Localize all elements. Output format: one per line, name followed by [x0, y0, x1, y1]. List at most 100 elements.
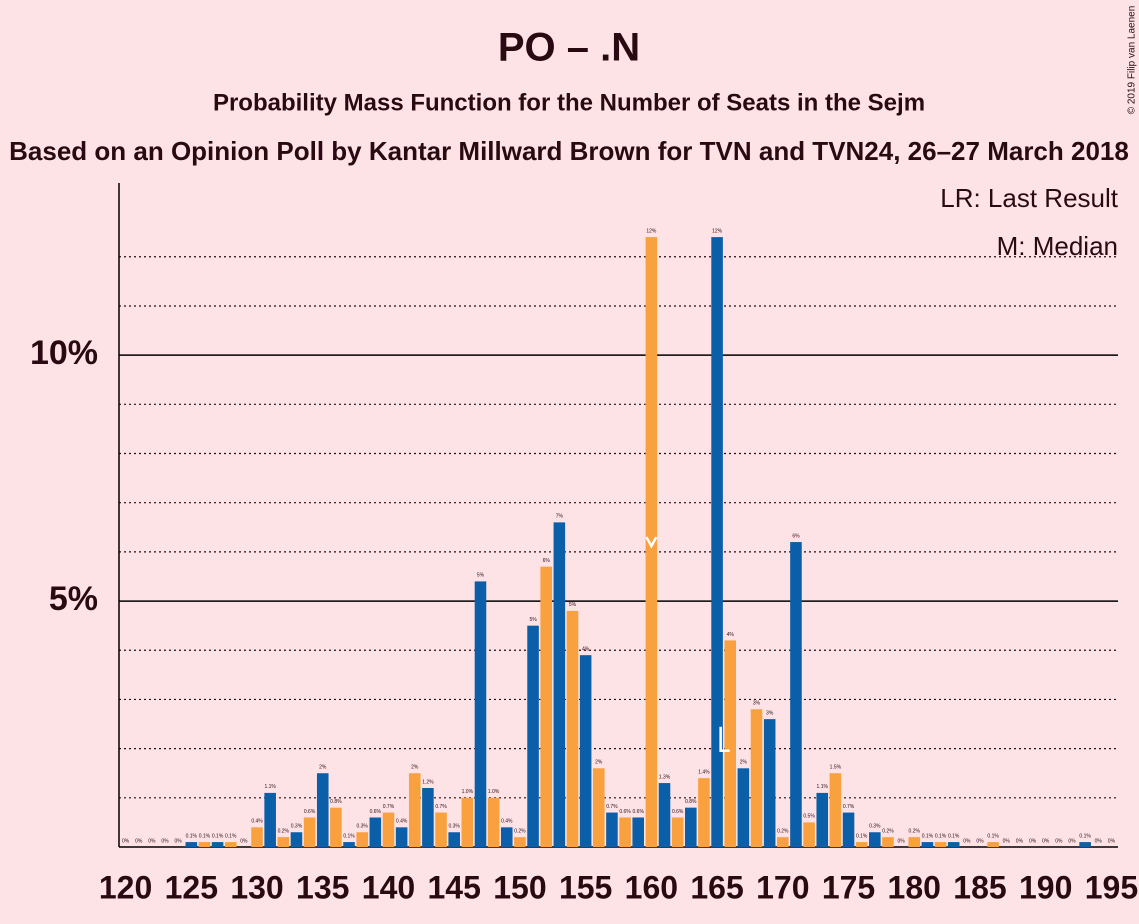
value-label: 7% [556, 514, 564, 520]
bar [290, 832, 303, 847]
value-label: 0.2% [777, 828, 789, 834]
x-tick-label: 170 [756, 869, 809, 905]
bar [540, 566, 552, 847]
x-tick-label: 165 [690, 869, 743, 905]
value-label: 0.4% [501, 819, 513, 825]
x-tick-label: 175 [822, 869, 875, 905]
value-label: 0% [161, 838, 169, 844]
value-label: 3% [766, 710, 774, 716]
copyright: © 2019 Filip van Laenen [1127, 6, 1138, 115]
value-label: 0.1% [199, 833, 211, 839]
x-tick-label: 160 [625, 869, 678, 905]
bar [698, 778, 710, 847]
value-label: 1.5% [830, 765, 842, 771]
bar [816, 792, 829, 847]
bar [855, 842, 868, 847]
value-label: 0.1% [343, 833, 355, 839]
value-label: 2% [411, 765, 419, 771]
value-label: 0.1% [922, 833, 934, 839]
bar [711, 237, 723, 847]
median-marker [645, 536, 658, 549]
bar [790, 542, 802, 847]
bar [750, 709, 763, 847]
chart-title: PO – .N [498, 26, 640, 70]
value-label: 0.6% [370, 809, 382, 815]
bar [448, 832, 460, 847]
value-label: 0.3% [356, 824, 368, 830]
value-label: 0.6% [672, 809, 684, 815]
value-label: 4% [582, 647, 590, 653]
value-label: 0.3% [291, 824, 303, 830]
value-label: 0% [897, 838, 905, 844]
value-label: 0% [1029, 838, 1037, 844]
value-label: 1.1% [264, 784, 276, 790]
legend-median: M: Median [997, 231, 1118, 261]
value-label: 4% [727, 632, 735, 638]
bar [500, 827, 513, 847]
bar [461, 797, 474, 847]
chart-subtitle: Probability Mass Function for the Number… [213, 89, 925, 116]
value-label: 5% [477, 573, 485, 579]
value-label: 0% [122, 838, 130, 844]
x-tick-label: 135 [296, 869, 349, 905]
x-tick-label: 185 [953, 869, 1006, 905]
value-label: 0.5% [803, 814, 815, 820]
value-label: 0% [1016, 838, 1024, 844]
value-label: 2% [319, 765, 327, 771]
bar [277, 837, 290, 847]
value-label: 0.1% [1079, 833, 1091, 839]
bar [330, 807, 342, 847]
x-tick-label: 145 [427, 869, 480, 905]
x-tick-label: 190 [1019, 869, 1072, 905]
bar [553, 522, 566, 847]
value-label: 0.6% [619, 809, 631, 815]
value-label: 0% [175, 838, 183, 844]
bar [303, 817, 316, 847]
value-label: 0.2% [278, 828, 290, 834]
value-label: 0% [976, 838, 984, 844]
value-label: 1.1% [817, 784, 829, 790]
y-tick-label: 5% [49, 580, 98, 618]
value-label: 0.1% [935, 833, 947, 839]
value-label: 0.7% [606, 804, 618, 810]
value-label: 0.2% [882, 828, 894, 834]
bar [934, 842, 947, 847]
bar [645, 237, 658, 847]
bar [619, 817, 631, 847]
bar [487, 797, 500, 847]
value-label: 0% [1095, 838, 1103, 844]
value-label: 0.4% [251, 819, 263, 825]
x-tick-label: 180 [888, 869, 941, 905]
bar [869, 832, 881, 847]
bar [422, 787, 434, 847]
value-label: 0.7% [843, 804, 855, 810]
value-label: 0% [148, 838, 156, 844]
bar [566, 610, 579, 847]
value-label: 0% [1108, 838, 1116, 844]
bar [1079, 842, 1091, 847]
bar [632, 817, 645, 847]
bar [592, 768, 605, 847]
bar [408, 773, 421, 847]
bar [842, 812, 855, 847]
bar [829, 773, 842, 847]
chart-source: Based on an Opinion Poll by Kantar Millw… [9, 136, 1129, 166]
bar [803, 822, 815, 847]
value-label: 6% [792, 533, 800, 539]
x-tick-label: 125 [165, 869, 218, 905]
value-label: 0% [1042, 838, 1050, 844]
bar [987, 842, 999, 847]
bar [579, 655, 592, 847]
bar [185, 842, 198, 847]
value-label: 0% [1068, 838, 1076, 844]
value-label: 0.8% [685, 799, 697, 805]
value-label: 0.1% [212, 833, 224, 839]
value-label: 3% [753, 701, 761, 707]
value-label: 2% [595, 760, 603, 766]
value-label: 0.8% [330, 799, 342, 805]
bar [356, 832, 368, 847]
bar [395, 827, 408, 847]
bar [198, 842, 211, 847]
value-label: 0.1% [186, 833, 198, 839]
